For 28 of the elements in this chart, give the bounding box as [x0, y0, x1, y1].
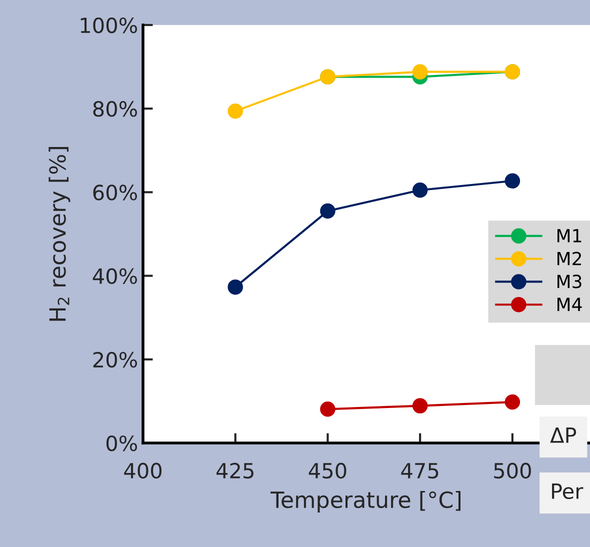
legend-label: M1: [557, 229, 582, 242]
point: [228, 103, 243, 119]
y-tick-label: 20%: [93, 352, 137, 368]
legend-label: M4: [557, 298, 582, 311]
text: Per: [552, 484, 584, 500]
legend-label: M2: [557, 252, 581, 266]
y-tick-label: 40%: [92, 268, 137, 284]
y-tick-label: 100%: [80, 17, 137, 34]
legend-label: M3: [557, 274, 582, 288]
point: [320, 402, 336, 417]
point: [412, 64, 428, 80]
y-tick-label: 60%: [93, 184, 137, 200]
y-tick-label: 80%: [93, 101, 137, 117]
point: [320, 203, 336, 219]
point: [412, 398, 428, 414]
x-tick-label: 500: [494, 462, 531, 479]
x-tick-label: 400: [124, 462, 162, 479]
x-tick-label: 450: [308, 462, 346, 479]
point: [228, 279, 243, 295]
x-axis-title: Temperature [°C]: [270, 490, 460, 512]
annotation: ΔP: [550, 428, 576, 443]
point: [504, 394, 520, 410]
y-axis-title: H$_{2}$ recovery [%]: [48, 147, 70, 321]
point: [504, 173, 520, 189]
y-tick-label: 0%: [106, 435, 137, 452]
point: [412, 182, 428, 198]
x-tick-label: 475: [401, 463, 438, 479]
x-tick-label: 425: [216, 462, 254, 479]
